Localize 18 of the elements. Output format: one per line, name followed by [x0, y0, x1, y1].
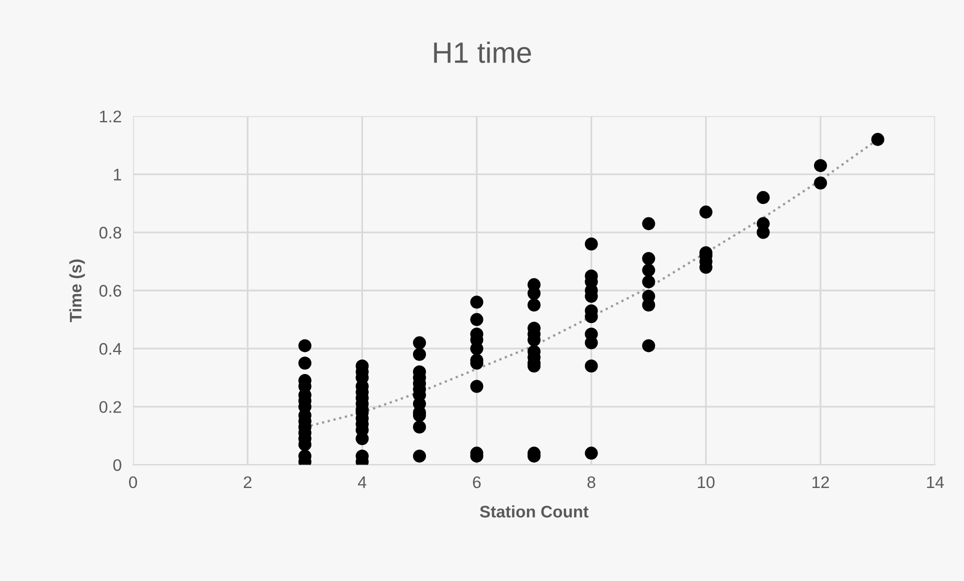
x-tick-label: 6 — [472, 476, 481, 488]
y-tick-label: 1 — [114, 168, 122, 180]
y-tick-label: 0.4 — [99, 343, 122, 355]
x-tick-label: 0 — [129, 476, 138, 488]
y-tick-label: 0.6 — [99, 284, 122, 297]
x-tick-label: 14 — [927, 476, 944, 488]
x-tick-label: 8 — [587, 476, 596, 488]
y-axis-title: Time (s) — [69, 260, 85, 322]
x-tick-label: 2 — [244, 476, 252, 488]
y-tick-label: 0.2 — [99, 401, 122, 413]
y-tick-label: 0 — [113, 459, 122, 472]
x-axis-title: Station Count — [480, 505, 588, 518]
y-tick-label: 0.8 — [99, 226, 122, 239]
x-tick-label: 10 — [698, 476, 715, 488]
x-tick-label: 12 — [812, 476, 829, 488]
chart-title: H1 time — [434, 42, 531, 64]
y-tick-label: 1.2 — [100, 110, 122, 122]
x-tick-label: 4 — [358, 476, 366, 488]
